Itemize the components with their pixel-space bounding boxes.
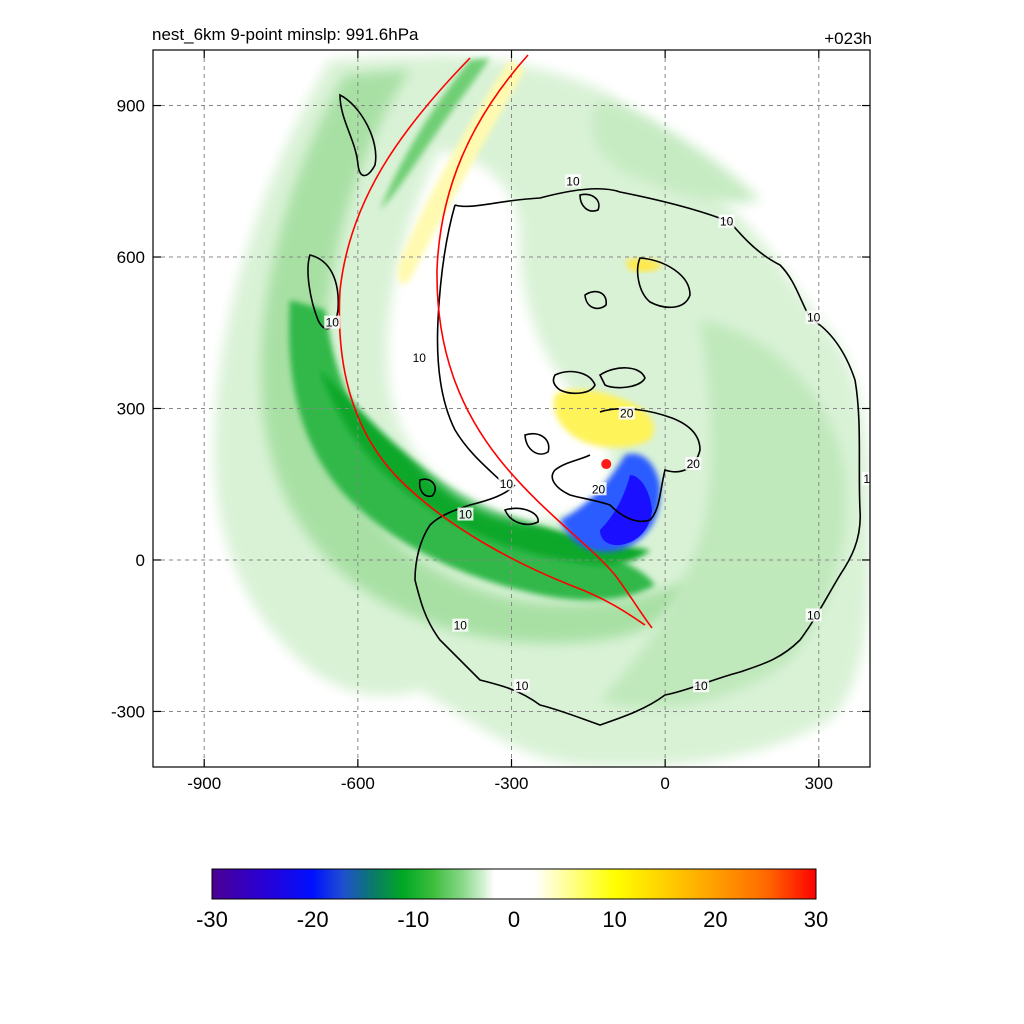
colorbar-tick-label: 30 — [804, 907, 828, 932]
contour-label-text: 20 — [592, 482, 606, 496]
storm-center-dot — [601, 459, 612, 470]
shade-green-sliver — [380, 58, 490, 210]
contour-label-text: 20 — [620, 407, 634, 421]
contour-small-b — [524, 433, 550, 455]
contour-label-text: 10 — [326, 316, 340, 330]
chart-title: nest_6km 9-point minslp: 991.6hPa — [152, 25, 419, 44]
contour-10-ne-blob — [636, 257, 691, 309]
contour-small-a — [584, 290, 607, 310]
contour-label-text: 10 — [863, 472, 877, 486]
shade-green-band — [289, 300, 655, 601]
contour-label: 10 — [692, 679, 709, 693]
contour-label: 20 — [590, 482, 607, 496]
shade-yellow-center — [553, 389, 654, 448]
contour-label-bg — [590, 482, 607, 496]
contour-label: 10 — [452, 618, 469, 633]
center-marker — [601, 459, 612, 470]
contour-label: 10 — [564, 174, 581, 188]
contour-label-text: 10 — [515, 679, 529, 693]
contour-label-bg — [685, 457, 702, 471]
y-tick-label: -300 — [111, 702, 145, 721]
colorbar-tick-label: -30 — [196, 907, 228, 932]
contour-label-bg — [411, 351, 428, 365]
contour-20-small1 — [552, 370, 596, 395]
shade-white-gap — [387, 150, 611, 519]
contour-label-text: 20 — [687, 457, 701, 471]
contour-label: 10 — [411, 351, 428, 365]
contour-label-bg — [862, 472, 870, 486]
track-left — [338, 57, 646, 626]
y-tick-label: 900 — [117, 97, 145, 116]
colorbar-tick-label: 20 — [703, 907, 727, 932]
axis-ticks: -900 -600 -300 0 300 -300 0 300 600 900 — [111, 50, 870, 793]
contour-label: 10 — [862, 472, 877, 486]
contour-label-text: 10 — [566, 174, 580, 188]
plot-area: 10 10 10 10 10 10 10 10 10 10 10 10 20 20 20 — [153, 50, 877, 767]
x-tick-label: -600 — [341, 774, 375, 793]
y-tick-label: 0 — [136, 551, 145, 570]
contour-label: 10 — [324, 315, 341, 330]
contour-label: 10 — [498, 477, 515, 491]
x-tick-label: -300 — [494, 774, 528, 793]
colorbar-tick-label: -10 — [397, 907, 429, 932]
colorbar-fill — [211, 868, 817, 900]
colorbar-tick-label: 10 — [602, 907, 626, 932]
colorbar: -30 -20 -10 0 10 20 30 — [196, 868, 828, 932]
x-tick-label: 0 — [660, 774, 669, 793]
contour-small-d — [503, 507, 539, 526]
contour-label-bg — [692, 679, 709, 693]
contour-label-text: 10 — [454, 619, 468, 633]
colorbar-ticks: -30 -20 -10 0 10 20 30 — [196, 907, 828, 932]
contour-label-text: 10 — [694, 679, 708, 693]
wind-shading — [214, 55, 870, 767]
colorbar-tick-label: 0 — [508, 907, 520, 932]
contour-label-bg — [564, 174, 581, 188]
y-tick-label: 300 — [117, 400, 145, 419]
contour-label: 10 — [513, 679, 530, 693]
y-tick-label: 600 — [117, 248, 145, 267]
contour-label-text: 10 — [500, 477, 514, 491]
contour-label: 10 — [457, 507, 474, 522]
contour-label-bg — [618, 406, 635, 420]
contour-label: 10 — [718, 214, 735, 229]
contour-small-c — [418, 478, 436, 498]
contour-small-e — [579, 193, 600, 212]
contour-label-bg — [452, 618, 469, 632]
contour-label: 10 — [805, 608, 822, 623]
contour-label-text: 10 — [720, 215, 734, 229]
contour-label-text: 10 — [413, 351, 427, 365]
x-tick-label: -900 — [187, 774, 221, 793]
shade-blue-core — [600, 475, 652, 546]
contour-label-bg — [805, 608, 822, 622]
contour-label-text: 10 — [807, 609, 821, 623]
colorbar-tick-label: -20 — [297, 907, 329, 932]
contour-label: 10 — [805, 310, 822, 325]
x-tick-label: 300 — [805, 774, 833, 793]
shade-yellow-ne — [625, 258, 662, 273]
contour-label-bg — [805, 310, 822, 324]
contour-10-west — [339, 93, 377, 177]
shade-yellow-strip — [398, 60, 525, 284]
contour-20-small2 — [598, 367, 646, 389]
shade-patch-east — [600, 320, 846, 708]
contour-label-text: 10 — [807, 311, 821, 325]
contour-label-bg — [718, 214, 735, 228]
contour-10-inner — [436, 204, 506, 486]
contour-20-inner — [551, 407, 701, 523]
contour-label-bg — [513, 679, 530, 693]
contour-label: 20 — [685, 457, 702, 471]
contour-label-bg — [498, 477, 515, 491]
shade-patch-north — [591, 100, 760, 203]
contour-label-bg — [457, 507, 474, 521]
contour-label: 20 — [618, 406, 635, 421]
track-right — [436, 54, 653, 629]
forecast-hour-label: +023h — [824, 29, 872, 48]
contour-labels: 10 10 10 10 10 10 10 10 10 10 10 10 20 20 20 — [324, 174, 877, 693]
contour-label-text: 10 — [459, 508, 473, 522]
contour-label-bg — [324, 315, 341, 329]
forecast-track — [338, 54, 653, 629]
